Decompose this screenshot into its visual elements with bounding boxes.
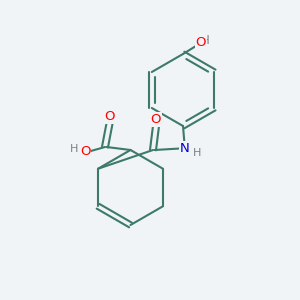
Text: O: O — [104, 110, 115, 124]
Text: H: H — [70, 143, 78, 154]
Text: H: H — [193, 148, 201, 158]
Text: O: O — [196, 35, 206, 49]
Text: O: O — [80, 145, 91, 158]
Text: N: N — [180, 142, 189, 155]
Text: H: H — [201, 34, 210, 47]
Text: O: O — [151, 113, 161, 126]
